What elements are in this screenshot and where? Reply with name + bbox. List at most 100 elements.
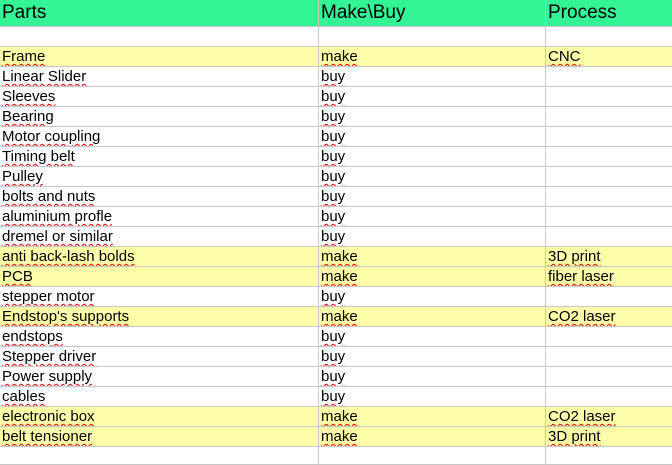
part-cell[interactable]: Stepper driver bbox=[0, 347, 319, 367]
process-cell[interactable] bbox=[546, 327, 672, 347]
part-cell[interactable]: endstops bbox=[0, 327, 319, 347]
process-cell[interactable] bbox=[546, 207, 672, 227]
part-cell-text: cables bbox=[2, 388, 46, 405]
make-buy-cell-text: buy bbox=[321, 128, 346, 145]
part-cell[interactable]: cables bbox=[0, 387, 319, 407]
make-buy-cell-text: make bbox=[321, 308, 358, 325]
header-cell-parts[interactable]: Parts bbox=[0, 0, 319, 27]
process-cell[interactable] bbox=[546, 107, 672, 127]
part-cell-text: Sleeves bbox=[2, 88, 56, 105]
process-cell[interactable]: CNC bbox=[546, 47, 672, 67]
process-cell-text: CO2 laser bbox=[548, 308, 616, 325]
part-cell[interactable] bbox=[0, 27, 319, 47]
make-buy-cell[interactable]: buy bbox=[319, 387, 546, 407]
process-cell[interactable]: 3D print bbox=[546, 247, 672, 267]
make-buy-cell[interactable]: buy bbox=[319, 327, 546, 347]
process-cell[interactable] bbox=[546, 367, 672, 387]
make-buy-cell-text: make bbox=[321, 408, 358, 425]
make-buy-cell[interactable]: make bbox=[319, 307, 546, 327]
make-buy-cell[interactable]: buy bbox=[319, 107, 546, 127]
make-buy-cell-text: buy bbox=[321, 88, 346, 105]
make-buy-cell-text: buy bbox=[321, 168, 346, 185]
part-cell-text: Timing belt bbox=[2, 148, 75, 165]
part-cell[interactable]: PCB bbox=[0, 267, 319, 287]
part-cell[interactable]: stepper motor bbox=[0, 287, 319, 307]
make-buy-cell[interactable]: buy bbox=[319, 367, 546, 387]
process-cell[interactable]: CO2 laser bbox=[546, 307, 672, 327]
make-buy-cell[interactable]: make bbox=[319, 427, 546, 447]
make-buy-cell[interactable] bbox=[319, 447, 546, 465]
make-buy-cell[interactable] bbox=[319, 27, 546, 47]
part-cell-text: Linear Slider bbox=[2, 68, 87, 85]
make-buy-cell-text: make bbox=[321, 428, 358, 445]
part-cell[interactable]: Bearing bbox=[0, 107, 319, 127]
make-buy-cell[interactable]: buy bbox=[319, 87, 546, 107]
process-cell[interactable] bbox=[546, 447, 672, 465]
part-cell-text: dremel or similar bbox=[2, 228, 113, 245]
make-buy-cell-text: buy bbox=[321, 348, 346, 365]
make-buy-cell-text: buy bbox=[321, 188, 346, 205]
part-cell[interactable]: electronic box bbox=[0, 407, 319, 427]
part-cell[interactable]: Power supply bbox=[0, 367, 319, 387]
header-cell-process[interactable]: Process bbox=[546, 0, 672, 27]
part-cell[interactable]: dremel or similar bbox=[0, 227, 319, 247]
make-buy-cell[interactable]: buy bbox=[319, 287, 546, 307]
process-cell[interactable]: 3D print bbox=[546, 427, 672, 447]
part-cell-text: Power supply bbox=[2, 368, 93, 385]
make-buy-cell-text: buy bbox=[321, 208, 346, 225]
process-cell[interactable] bbox=[546, 227, 672, 247]
process-cell-text: CNC bbox=[548, 48, 581, 65]
process-cell[interactable] bbox=[546, 167, 672, 187]
part-cell[interactable]: Pulley bbox=[0, 167, 319, 187]
process-cell[interactable] bbox=[546, 87, 672, 107]
make-buy-cell-text: buy bbox=[321, 68, 346, 85]
make-buy-cell[interactable]: make bbox=[319, 267, 546, 287]
part-cell[interactable]: Sleeves bbox=[0, 87, 319, 107]
part-cell[interactable]: Motor coupling bbox=[0, 127, 319, 147]
process-cell[interactable] bbox=[546, 187, 672, 207]
make-buy-cell-text: make bbox=[321, 268, 358, 285]
part-cell[interactable]: Linear Slider bbox=[0, 67, 319, 87]
make-buy-cell[interactable]: make bbox=[319, 247, 546, 267]
part-cell-text: aluminium profle bbox=[2, 208, 113, 225]
process-cell[interactable] bbox=[546, 287, 672, 307]
header-cell-make-buy[interactable]: Make\Buy bbox=[319, 0, 546, 27]
part-cell[interactable]: Endstop's supports bbox=[0, 307, 319, 327]
part-cell-text: Motor coupling bbox=[2, 128, 101, 145]
part-cell[interactable]: Timing belt bbox=[0, 147, 319, 167]
part-cell[interactable]: bolts and nuts bbox=[0, 187, 319, 207]
process-cell[interactable] bbox=[546, 27, 672, 47]
part-cell[interactable]: belt tensioner bbox=[0, 427, 319, 447]
process-cell[interactable] bbox=[546, 67, 672, 87]
make-buy-cell-text: buy bbox=[321, 228, 346, 245]
make-buy-cell[interactable]: buy bbox=[319, 147, 546, 167]
process-cell[interactable] bbox=[546, 147, 672, 167]
part-cell[interactable]: Frame bbox=[0, 47, 319, 67]
part-cell-text: PCB bbox=[2, 268, 33, 285]
part-cell[interactable]: aluminium profle bbox=[0, 207, 319, 227]
make-buy-cell-text: buy bbox=[321, 108, 346, 125]
make-buy-cell-text: buy bbox=[321, 328, 346, 345]
make-buy-cell[interactable]: buy bbox=[319, 67, 546, 87]
part-cell-text: endstops bbox=[2, 328, 63, 345]
make-buy-cell[interactable]: buy bbox=[319, 347, 546, 367]
make-buy-cell[interactable]: buy bbox=[319, 127, 546, 147]
part-cell-text: stepper motor bbox=[2, 288, 95, 305]
process-cell[interactable] bbox=[546, 387, 672, 407]
make-buy-cell[interactable]: buy bbox=[319, 227, 546, 247]
process-cell[interactable] bbox=[546, 347, 672, 367]
process-cell[interactable]: fiber laser bbox=[546, 267, 672, 287]
make-buy-cell[interactable]: make bbox=[319, 47, 546, 67]
make-buy-cell[interactable]: make bbox=[319, 407, 546, 427]
part-cell[interactable] bbox=[0, 447, 319, 465]
part-cell-text: Stepper driver bbox=[2, 348, 97, 365]
process-cell[interactable] bbox=[546, 127, 672, 147]
make-buy-cell[interactable]: buy bbox=[319, 187, 546, 207]
make-buy-cell[interactable]: buy bbox=[319, 167, 546, 187]
part-cell-text: Frame bbox=[2, 48, 46, 65]
part-cell[interactable]: anti back-lash bolds bbox=[0, 247, 319, 267]
process-cell[interactable]: CO2 laser bbox=[546, 407, 672, 427]
make-buy-cell[interactable]: buy bbox=[319, 207, 546, 227]
process-cell-text: 3D print bbox=[548, 428, 601, 445]
